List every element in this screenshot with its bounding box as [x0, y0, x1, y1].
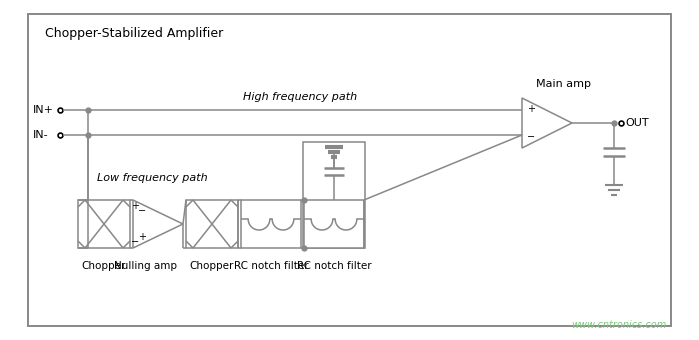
Bar [304, 200, 364, 248]
Text: IN+: IN+ [33, 105, 54, 115]
Text: IN-: IN- [33, 130, 49, 140]
Text: OUT: OUT [625, 118, 649, 128]
Text: www.cntronics.com: www.cntronics.com [571, 320, 666, 330]
Bar [186, 200, 238, 248]
Text: −: − [527, 132, 535, 142]
Bar [78, 200, 130, 248]
Text: Main amp: Main amp [536, 79, 591, 89]
Polygon shape [522, 98, 572, 148]
Bar [241, 200, 301, 248]
Text: Chopper: Chopper [190, 261, 234, 271]
Text: +: + [527, 104, 535, 114]
Bar [303, 142, 365, 248]
Text: −: − [138, 206, 146, 216]
Text: Chopper-Stabilized Amplifier: Chopper-Stabilized Amplifier [45, 27, 223, 40]
Text: Low frequency path: Low frequency path [97, 173, 208, 183]
Text: RC notch filter: RC notch filter [296, 261, 371, 271]
Text: +: + [138, 232, 146, 242]
Text: +: + [131, 201, 139, 211]
Text: −: − [131, 237, 139, 247]
Text: RC notch filter: RC notch filter [233, 261, 308, 271]
Polygon shape [133, 200, 183, 248]
Text: Nulling amp: Nulling amp [113, 261, 177, 271]
Text: High frequency path: High frequency path [243, 92, 357, 102]
Text: Chopper: Chopper [82, 261, 127, 271]
